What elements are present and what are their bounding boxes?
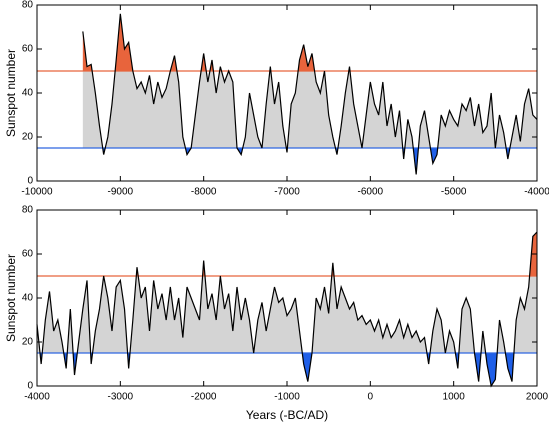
panel: 0 20 40 60 80 -4000 -3000 -2000 -1000 0 1000 2000 Su… bbox=[4, 205, 548, 423]
y-tick-label: 40 bbox=[22, 293, 34, 304]
x-tick-label: 1000 bbox=[443, 392, 466, 403]
x-tick-label: 2000 bbox=[526, 392, 549, 403]
y-tick-label: 0 bbox=[27, 381, 33, 392]
x-tick-label: -9000 bbox=[108, 187, 134, 198]
panel: 0 20 40 60 80 -10000 -9000 -8000 -7000 -6000 -5000… bbox=[4, 0, 549, 198]
y-tick-label: 60 bbox=[22, 44, 34, 55]
y-axis-label: Sunspot number bbox=[4, 254, 18, 342]
x-tick-label: -1000 bbox=[274, 392, 300, 403]
y-tick-label: 80 bbox=[22, 205, 34, 216]
x-tick-label: -4000 bbox=[524, 187, 549, 198]
x-tick-label: -3000 bbox=[108, 392, 134, 403]
y-tick-label: 40 bbox=[22, 88, 34, 99]
plot-frame bbox=[36, 209, 538, 387]
area-between bbox=[82, 71, 537, 148]
x-tick-label: -2000 bbox=[191, 392, 217, 403]
plot-frame bbox=[36, 4, 538, 182]
y-tick-label: 60 bbox=[22, 249, 34, 260]
area-below bbox=[37, 353, 537, 386]
x-axis-label: Years (-BC/AD) bbox=[246, 408, 328, 422]
y-tick-label: 20 bbox=[22, 337, 34, 348]
y-tick-label: 0 bbox=[27, 176, 33, 187]
x-tick-label: -4000 bbox=[24, 392, 50, 403]
y-tick-label: 80 bbox=[22, 0, 34, 11]
y-axis-label: Sunspot number bbox=[4, 49, 18, 137]
x-tick-label: 0 bbox=[368, 392, 374, 403]
x-tick-label: -6000 bbox=[358, 187, 384, 198]
x-tick-label: -7000 bbox=[274, 187, 300, 198]
x-tick-label: -5000 bbox=[441, 187, 467, 198]
series-line bbox=[82, 13, 538, 175]
x-tick-label: -8000 bbox=[191, 187, 217, 198]
y-tick-label: 20 bbox=[22, 132, 34, 143]
series-line bbox=[36, 231, 538, 388]
x-tick-label: -10000 bbox=[21, 187, 53, 198]
